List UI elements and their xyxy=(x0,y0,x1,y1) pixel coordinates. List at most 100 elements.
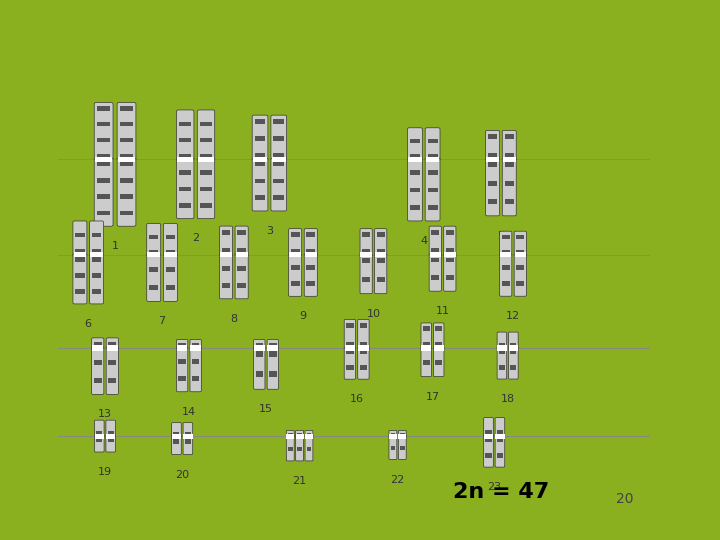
Bar xyxy=(436,342,442,347)
FancyBboxPatch shape xyxy=(267,340,279,349)
Bar xyxy=(92,249,102,254)
FancyBboxPatch shape xyxy=(94,158,113,226)
Bar xyxy=(505,199,514,204)
Bar xyxy=(410,154,420,158)
Text: 7: 7 xyxy=(158,316,166,326)
Bar xyxy=(510,350,516,354)
Bar xyxy=(92,346,104,350)
FancyBboxPatch shape xyxy=(497,332,507,349)
Bar xyxy=(256,343,263,347)
Bar xyxy=(426,157,439,162)
Bar xyxy=(118,157,135,162)
Bar xyxy=(179,122,192,126)
Bar xyxy=(108,360,117,365)
FancyBboxPatch shape xyxy=(296,430,304,437)
FancyBboxPatch shape xyxy=(267,347,279,389)
Bar xyxy=(75,289,85,294)
Text: 1: 1 xyxy=(112,241,119,251)
Bar xyxy=(75,249,85,254)
Bar xyxy=(274,119,284,124)
FancyBboxPatch shape xyxy=(444,226,456,256)
FancyBboxPatch shape xyxy=(183,423,193,437)
Bar xyxy=(515,252,526,258)
Bar xyxy=(428,171,438,176)
Text: 15: 15 xyxy=(259,404,273,414)
Text: 4: 4 xyxy=(420,236,427,246)
Bar xyxy=(485,438,492,442)
Bar xyxy=(497,454,503,457)
FancyBboxPatch shape xyxy=(106,420,115,437)
FancyBboxPatch shape xyxy=(358,319,369,349)
Bar xyxy=(274,136,284,141)
FancyBboxPatch shape xyxy=(235,254,248,299)
Bar xyxy=(95,157,112,162)
FancyBboxPatch shape xyxy=(421,347,431,376)
Bar xyxy=(433,346,444,350)
Bar xyxy=(488,134,498,139)
Bar xyxy=(505,162,514,167)
FancyBboxPatch shape xyxy=(117,103,136,161)
FancyBboxPatch shape xyxy=(305,228,318,256)
Text: 2: 2 xyxy=(192,233,199,243)
Bar xyxy=(97,138,110,142)
Bar xyxy=(200,122,212,126)
Bar xyxy=(508,346,518,350)
Bar xyxy=(428,205,438,210)
Bar xyxy=(200,203,212,208)
FancyBboxPatch shape xyxy=(421,323,431,349)
Bar xyxy=(297,447,302,451)
Bar xyxy=(166,234,175,239)
Bar xyxy=(289,252,301,258)
Bar xyxy=(75,273,85,278)
FancyBboxPatch shape xyxy=(503,158,516,216)
FancyBboxPatch shape xyxy=(484,417,493,437)
Bar xyxy=(92,257,102,262)
FancyBboxPatch shape xyxy=(106,435,115,452)
Bar xyxy=(255,179,266,183)
Bar xyxy=(408,157,422,162)
FancyBboxPatch shape xyxy=(190,340,202,349)
Text: Male, Trisomy 21 (Down’s): Male, Trisomy 21 (Down’s) xyxy=(111,32,609,65)
Bar xyxy=(90,252,103,258)
Bar xyxy=(238,230,246,235)
FancyBboxPatch shape xyxy=(220,226,233,256)
Bar xyxy=(164,252,176,258)
FancyBboxPatch shape xyxy=(500,254,512,296)
Text: 5: 5 xyxy=(498,231,505,241)
FancyBboxPatch shape xyxy=(508,332,518,349)
Bar xyxy=(362,258,370,263)
Bar xyxy=(174,438,179,443)
Bar xyxy=(288,433,292,435)
Bar xyxy=(291,265,300,270)
Text: 22: 22 xyxy=(390,475,405,485)
FancyBboxPatch shape xyxy=(358,347,369,379)
Bar xyxy=(423,326,430,330)
Bar xyxy=(179,186,192,191)
Bar xyxy=(97,106,110,111)
FancyBboxPatch shape xyxy=(508,347,518,379)
FancyBboxPatch shape xyxy=(503,130,516,160)
Bar xyxy=(222,230,230,235)
Bar xyxy=(360,341,367,347)
Bar xyxy=(430,252,441,258)
Bar xyxy=(94,434,104,438)
Bar xyxy=(488,199,498,204)
Bar xyxy=(400,433,405,435)
Bar xyxy=(431,230,439,235)
Bar xyxy=(346,350,354,354)
Bar xyxy=(362,249,370,254)
FancyBboxPatch shape xyxy=(374,254,387,294)
Bar xyxy=(92,273,102,278)
Bar xyxy=(307,433,311,435)
Bar xyxy=(92,233,102,237)
FancyBboxPatch shape xyxy=(235,226,248,256)
Bar xyxy=(120,138,133,142)
FancyBboxPatch shape xyxy=(271,158,287,211)
Bar xyxy=(377,232,384,237)
Bar xyxy=(106,434,115,438)
FancyBboxPatch shape xyxy=(484,435,493,467)
Bar xyxy=(495,434,505,438)
FancyBboxPatch shape xyxy=(305,435,313,461)
FancyBboxPatch shape xyxy=(176,340,188,349)
Bar xyxy=(108,378,117,383)
